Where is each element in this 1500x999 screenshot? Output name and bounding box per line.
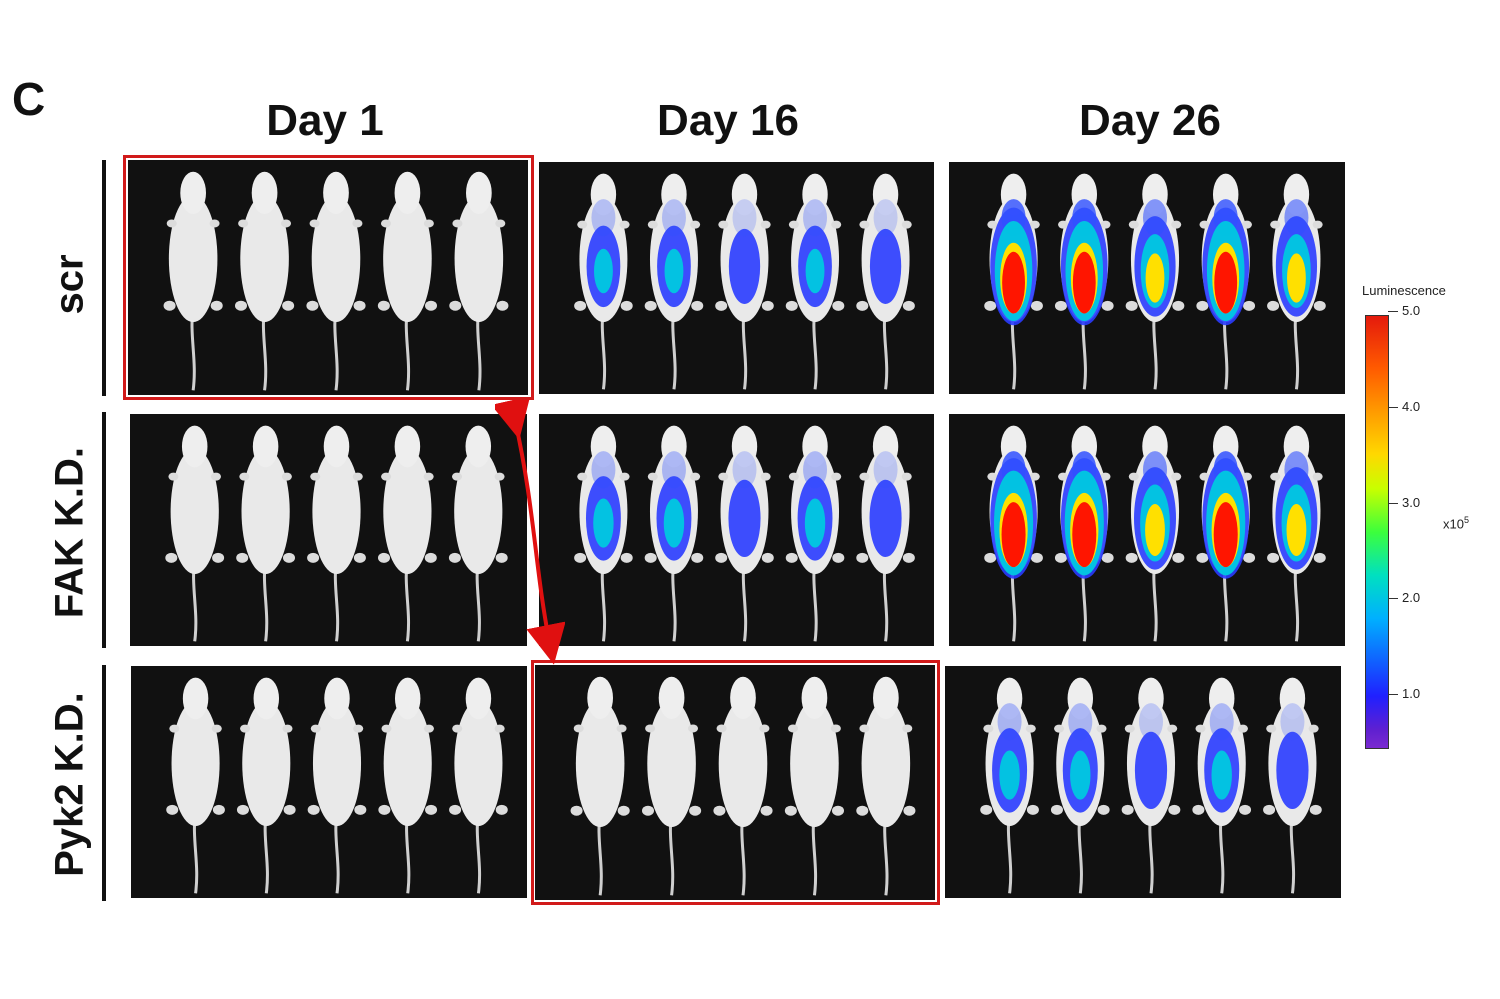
mouse <box>856 425 915 642</box>
row-label-pyk2: Pyk2 K.D. <box>47 692 92 877</box>
mouse <box>1125 425 1185 642</box>
mouse <box>1050 677 1110 894</box>
image-scr-day1 <box>128 160 528 395</box>
mouse <box>236 677 296 894</box>
row-bar-pyk2 <box>102 665 106 901</box>
mouse <box>306 171 366 391</box>
mouse <box>1196 425 1256 642</box>
colorbar-tick: 3.0 <box>1388 495 1420 510</box>
mouse <box>984 425 1043 642</box>
row-label-scr: scr <box>47 254 92 315</box>
image-scr-day16 <box>539 162 934 394</box>
mouse <box>165 425 225 642</box>
panel-letter: C <box>12 73 46 125</box>
mouse <box>574 173 633 390</box>
mouse <box>378 677 438 894</box>
column-title-day-26: Day 26 <box>1079 96 1221 145</box>
row-bar-fak <box>102 412 106 648</box>
mouse <box>236 425 296 642</box>
mouse <box>1125 173 1185 390</box>
row-label-fak: FAK K.D. <box>47 446 92 619</box>
mouse <box>307 677 367 894</box>
mouse <box>856 173 915 390</box>
image-fak-day16 <box>539 414 934 646</box>
colorbar-tick: 2.0 <box>1388 590 1420 605</box>
mouse <box>377 171 437 391</box>
mouse <box>307 425 366 642</box>
mouse <box>449 677 508 894</box>
image-fak-day26 <box>949 414 1345 646</box>
mouse <box>449 171 509 391</box>
column-title-day-16: Day 16 <box>657 96 799 145</box>
mouse <box>856 676 916 896</box>
image-scr-day26 <box>949 162 1345 394</box>
mouse <box>574 425 633 642</box>
mouse <box>163 171 223 391</box>
mouse <box>642 676 702 896</box>
mouse <box>785 173 845 390</box>
mouse <box>785 425 845 642</box>
mouse <box>984 173 1043 390</box>
mouse <box>1054 425 1114 642</box>
mouse <box>715 173 774 390</box>
comparison-arrow <box>495 400 565 665</box>
mouse <box>1196 173 1256 390</box>
mouse <box>644 173 704 390</box>
mouse <box>377 425 437 642</box>
mouse <box>235 171 295 391</box>
colorbar-tick: 4.0 <box>1388 399 1420 414</box>
mouse <box>1054 173 1114 390</box>
column-title-day-1: Day 1 <box>266 96 384 145</box>
mouse <box>570 676 630 896</box>
colorbar-unit: x105 <box>1443 515 1469 532</box>
mouse <box>1263 677 1322 894</box>
mouse <box>715 425 774 642</box>
mouse <box>980 677 1039 894</box>
image-fak-day1 <box>130 414 527 646</box>
image-pyk2-day1 <box>131 666 527 898</box>
image-pyk2-day16 <box>535 665 935 900</box>
colorbar <box>1365 315 1389 749</box>
mouse <box>1192 677 1252 894</box>
colorbar-tick: 5.0 <box>1388 303 1420 318</box>
colorbar-title: Luminescence <box>1362 283 1446 298</box>
mouse <box>784 676 844 896</box>
mouse <box>644 425 704 642</box>
row-bar-scr <box>102 160 106 396</box>
colorbar-tick: 1.0 <box>1388 686 1420 701</box>
mouse <box>713 676 773 896</box>
mouse <box>1267 173 1326 390</box>
mouse <box>1121 677 1181 894</box>
mouse <box>166 677 225 894</box>
mouse <box>1267 425 1326 642</box>
image-pyk2-day26 <box>945 666 1341 898</box>
